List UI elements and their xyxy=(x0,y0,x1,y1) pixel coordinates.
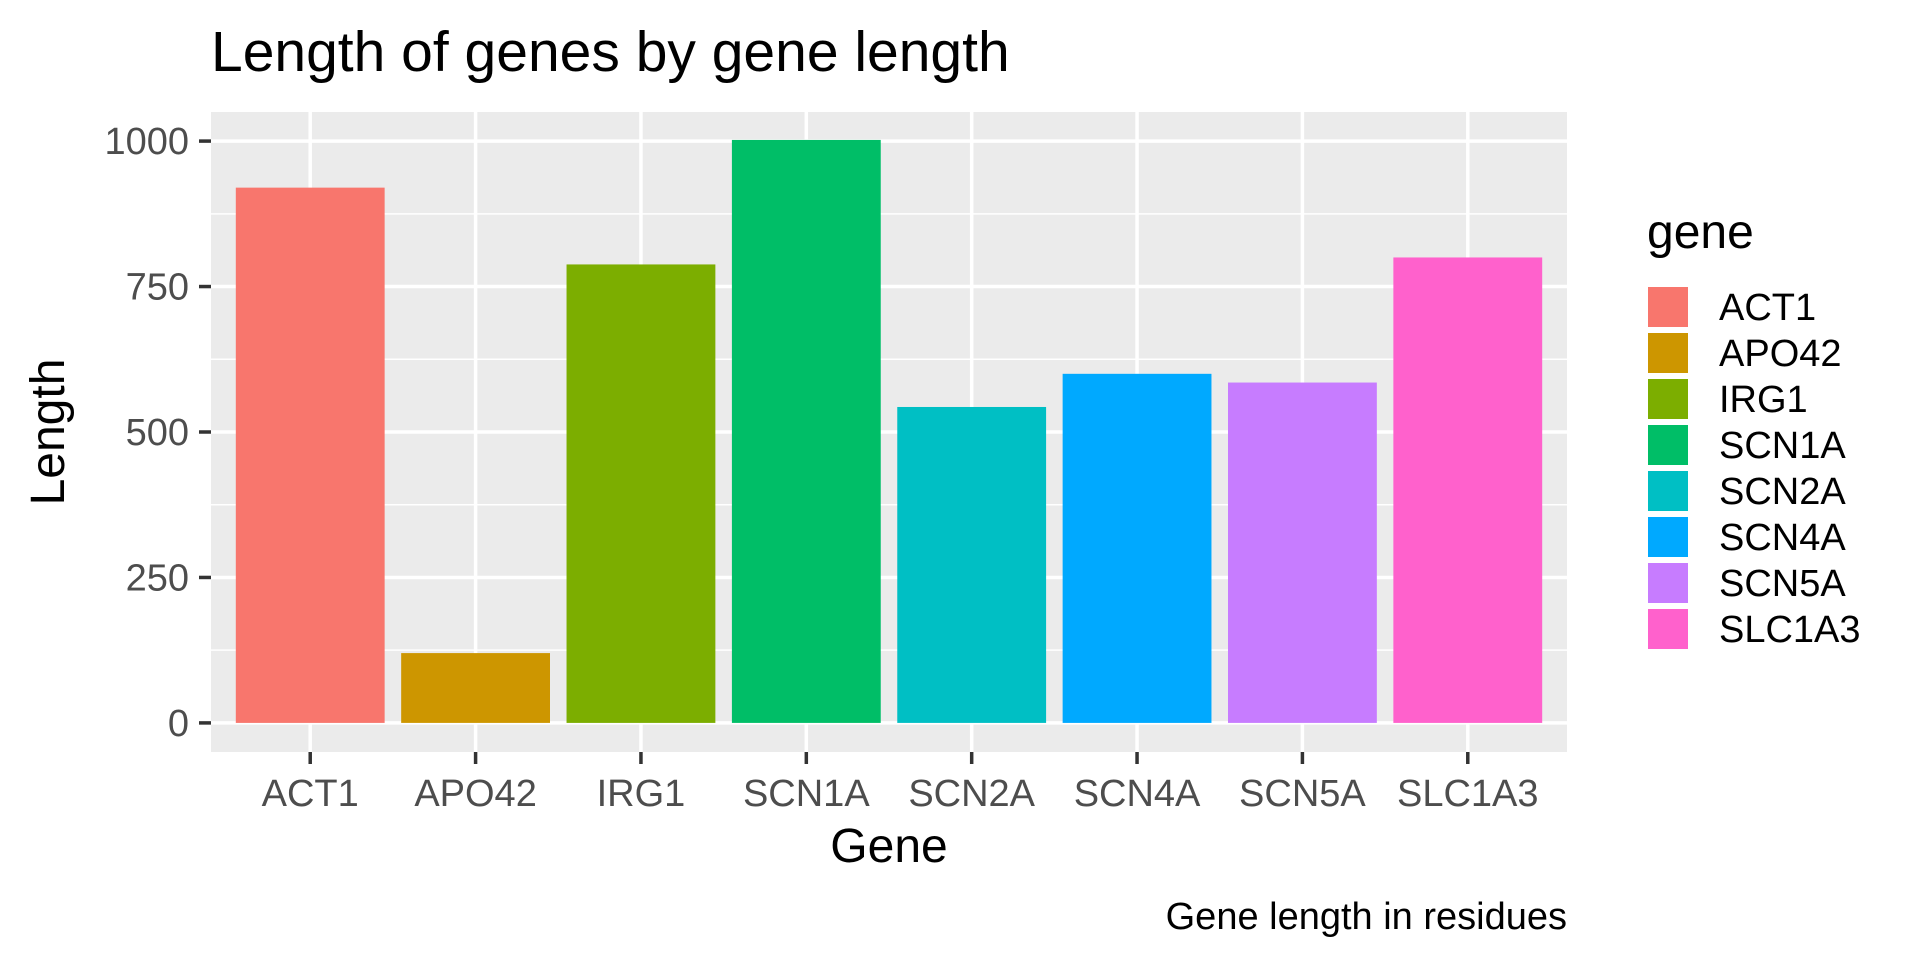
legend-key-act1 xyxy=(1646,285,1690,329)
x-tick-label: SCN2A xyxy=(908,773,1035,815)
legend-label-scn4a: SCN4A xyxy=(1719,517,1846,559)
legend-key-scn5a xyxy=(1646,561,1690,605)
y-tick-label: 250 xyxy=(126,557,189,599)
y-tick-label: 500 xyxy=(126,412,189,454)
x-tick-label: APO42 xyxy=(414,773,537,815)
x-axis-title: Gene xyxy=(830,820,947,873)
legend-label-irg1: IRG1 xyxy=(1719,379,1808,421)
legend-label-act1: ACT1 xyxy=(1719,287,1816,329)
legend-key-scn4a xyxy=(1646,515,1690,559)
legend-key-irg1 xyxy=(1646,377,1690,421)
x-tick-label: SLC1A3 xyxy=(1397,773,1539,815)
chart-title: Length of genes by gene length xyxy=(211,20,1010,84)
bar-irg1 xyxy=(566,264,716,723)
bar-slc1a3 xyxy=(1393,257,1543,723)
x-tick-label: SCN1A xyxy=(743,773,870,815)
y-axis: 0 250 500 750 1000 xyxy=(104,121,211,745)
x-tick-label: SCN4A xyxy=(1074,773,1201,815)
legend-label-scn2a: SCN2A xyxy=(1719,471,1846,513)
y-tick-label: 1000 xyxy=(104,121,189,163)
y-tick-label: 750 xyxy=(126,267,189,309)
chart-caption: Gene length in residues xyxy=(1166,896,1567,938)
bars-group xyxy=(235,139,1543,723)
legend-label-apo42: APO42 xyxy=(1719,333,1842,375)
x-tick-label: ACT1 xyxy=(262,773,359,815)
legend-key-apo42 xyxy=(1646,331,1690,375)
legend-title: gene xyxy=(1647,206,1754,259)
x-tick-label: IRG1 xyxy=(597,773,686,815)
legend-key-slc1a3 xyxy=(1646,607,1690,651)
legend-label-scn1a: SCN1A xyxy=(1719,425,1846,467)
bar-scn5a xyxy=(1228,382,1377,723)
x-axis: ACT1 APO42 IRG1 SCN1A SCN2A SCN4A SCN5A SLC1A3 xyxy=(262,752,1539,815)
x-tick-label: SCN5A xyxy=(1239,773,1366,815)
legend-label-scn5a: SCN5A xyxy=(1719,563,1846,605)
bar-act1 xyxy=(235,187,385,723)
y-tick-label: 0 xyxy=(168,703,189,745)
legend-key-scn1a xyxy=(1646,423,1690,467)
bar-scn4a xyxy=(1062,373,1212,723)
bar-scn1a xyxy=(731,139,881,723)
legend: gene ACT1APO42IRG1SCN1ASCN2ASCN4ASCN5ASL… xyxy=(1646,206,1861,651)
legend-key-scn2a xyxy=(1646,469,1690,513)
bar-apo42 xyxy=(401,653,550,723)
bar-scn2a xyxy=(897,406,1047,723)
legend-label-slc1a3: SLC1A3 xyxy=(1719,609,1861,651)
y-axis-title: Length xyxy=(22,359,75,506)
